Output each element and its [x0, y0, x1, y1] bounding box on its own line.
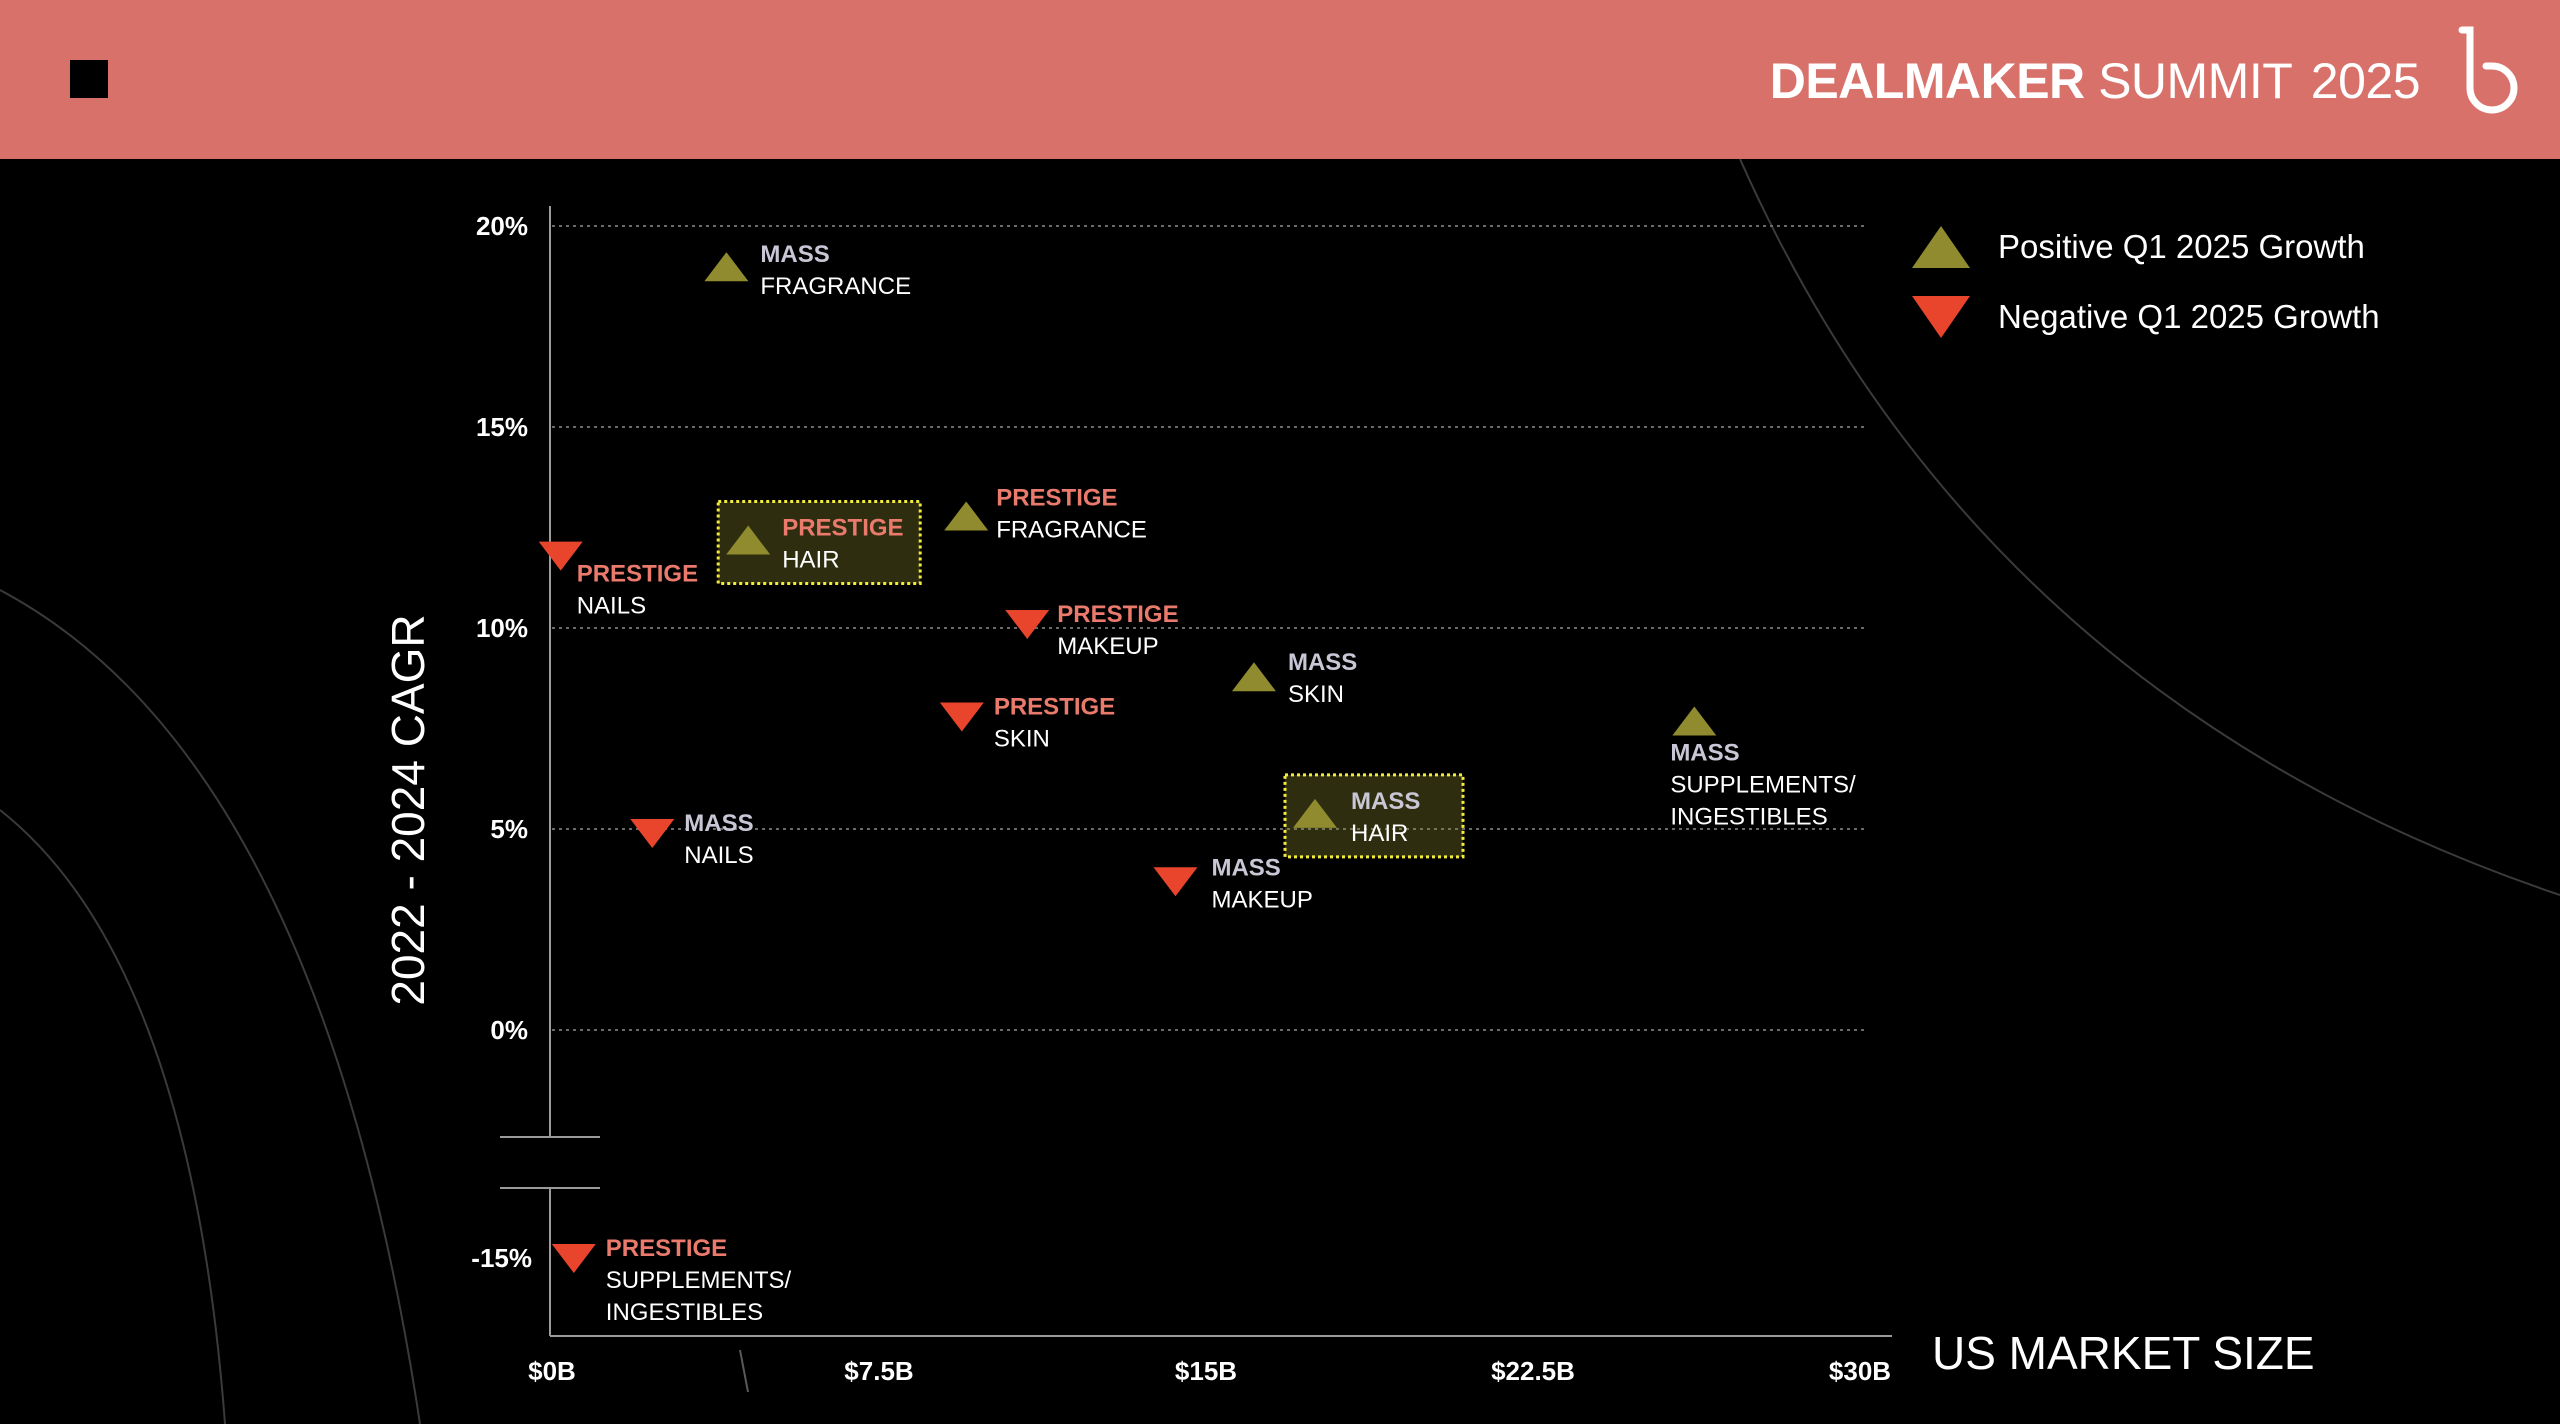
point-category-label-8-0: HAIR	[1351, 820, 1408, 847]
point-category-label-10-0: MAKEUP	[1211, 886, 1312, 913]
point-category-label-5-0: SKIN	[1288, 681, 1344, 708]
point-category-label-0-0: FRAGRANCE	[760, 273, 911, 300]
menu-square-icon	[70, 60, 108, 98]
point-marker-8	[1293, 798, 1337, 828]
point-category-label-7-1: INGESTIBLES	[1670, 803, 1827, 830]
point-marker-9	[630, 819, 675, 849]
x-axis-label: US MARKET SIZE	[1932, 1327, 2315, 1379]
chart-legend: Positive Q1 2025 Growth Negative Q1 2025…	[1908, 212, 2380, 352]
y-tick-label-0: 20%	[476, 211, 528, 241]
point-tier-label-3: PRESTIGE	[577, 561, 698, 588]
brand-bold: DEALMAKER	[1769, 53, 2085, 109]
y-tick-label-4: 0%	[490, 1015, 528, 1045]
y-tick-label-3: 5%	[490, 814, 528, 844]
point-category-label-11-1: INGESTIBLES	[606, 1299, 763, 1326]
point-category-label-4-0: MAKEUP	[1057, 633, 1158, 660]
point-category-label-6-0: SKIN	[994, 725, 1050, 752]
point-marker-10	[1153, 867, 1198, 897]
legend-item-positive: Positive Q1 2025 Growth	[1908, 212, 2380, 282]
legend-label-negative: Negative Q1 2025 Growth	[1998, 298, 2380, 335]
point-marker-7	[1672, 706, 1717, 736]
point-tier-label-5: MASS	[1288, 649, 1357, 676]
point-marker-5	[1231, 662, 1276, 692]
point-tier-label-8: MASS	[1351, 788, 1420, 815]
legend-item-negative: Negative Q1 2025 Growth	[1908, 282, 2380, 352]
point-tier-label-2: PRESTIGE	[996, 484, 1117, 511]
point-marker-11	[551, 1244, 596, 1273]
y-tick-label-1: 15%	[476, 412, 528, 442]
point-tier-label-11: PRESTIGE	[606, 1235, 727, 1262]
x-tick-label-0: $0B	[528, 1356, 576, 1386]
y-tick-label-2: 10%	[476, 613, 528, 643]
point-tier-label-4: PRESTIGE	[1057, 601, 1178, 628]
point-marker-6	[939, 702, 984, 732]
point-marker-1	[726, 525, 771, 555]
point-category-label-7-0: SUPPLEMENTS/	[1670, 771, 1856, 798]
x-tick-label-4: $30B	[1829, 1356, 1891, 1386]
point-category-label-11-0: SUPPLEMENTS/	[606, 1267, 792, 1294]
y-tick-label-5: -15%	[471, 1243, 532, 1273]
point-marker-2	[944, 501, 989, 531]
brand-logo-icon	[2458, 26, 2518, 114]
point-tier-label-10: MASS	[1211, 854, 1280, 881]
point-tier-label-6: PRESTIGE	[994, 693, 1115, 720]
point-marker-0	[704, 252, 749, 282]
point-category-label-9-0: NAILS	[684, 842, 753, 869]
header-bar: DEALMAKER SUMMIT 2025	[0, 0, 2560, 159]
x-tick-label-3: $22.5B	[1491, 1356, 1575, 1386]
point-tier-label-7: MASS	[1670, 739, 1739, 766]
point-tier-label-0: MASS	[760, 241, 829, 268]
point-category-label-2-0: FRAGRANCE	[996, 516, 1147, 543]
legend-label-positive: Positive Q1 2025 Growth	[1998, 228, 2365, 265]
brand-year: 2025	[2310, 53, 2421, 109]
point-marker-4	[1005, 609, 1050, 639]
triangle-up-icon	[1912, 226, 1970, 268]
brand-title: DEALMAKER SUMMIT 2025	[1769, 52, 2421, 110]
point-tier-label-1: PRESTIGE	[782, 515, 903, 542]
point-marker-3	[538, 541, 583, 571]
x-axis-break-tick	[739, 1349, 749, 1393]
y-axis-label: 2022 - 2024 CAGR	[382, 614, 434, 1006]
point-category-label-1-0: HAIR	[782, 547, 839, 574]
point-tier-label-9: MASS	[684, 810, 753, 837]
x-tick-label-2: $15B	[1175, 1356, 1237, 1386]
point-category-label-3-0: NAILS	[577, 593, 646, 620]
x-tick-label-1: $7.5B	[844, 1356, 913, 1386]
triangle-down-icon	[1912, 296, 1970, 338]
brand-light: SUMMIT	[2098, 53, 2292, 109]
